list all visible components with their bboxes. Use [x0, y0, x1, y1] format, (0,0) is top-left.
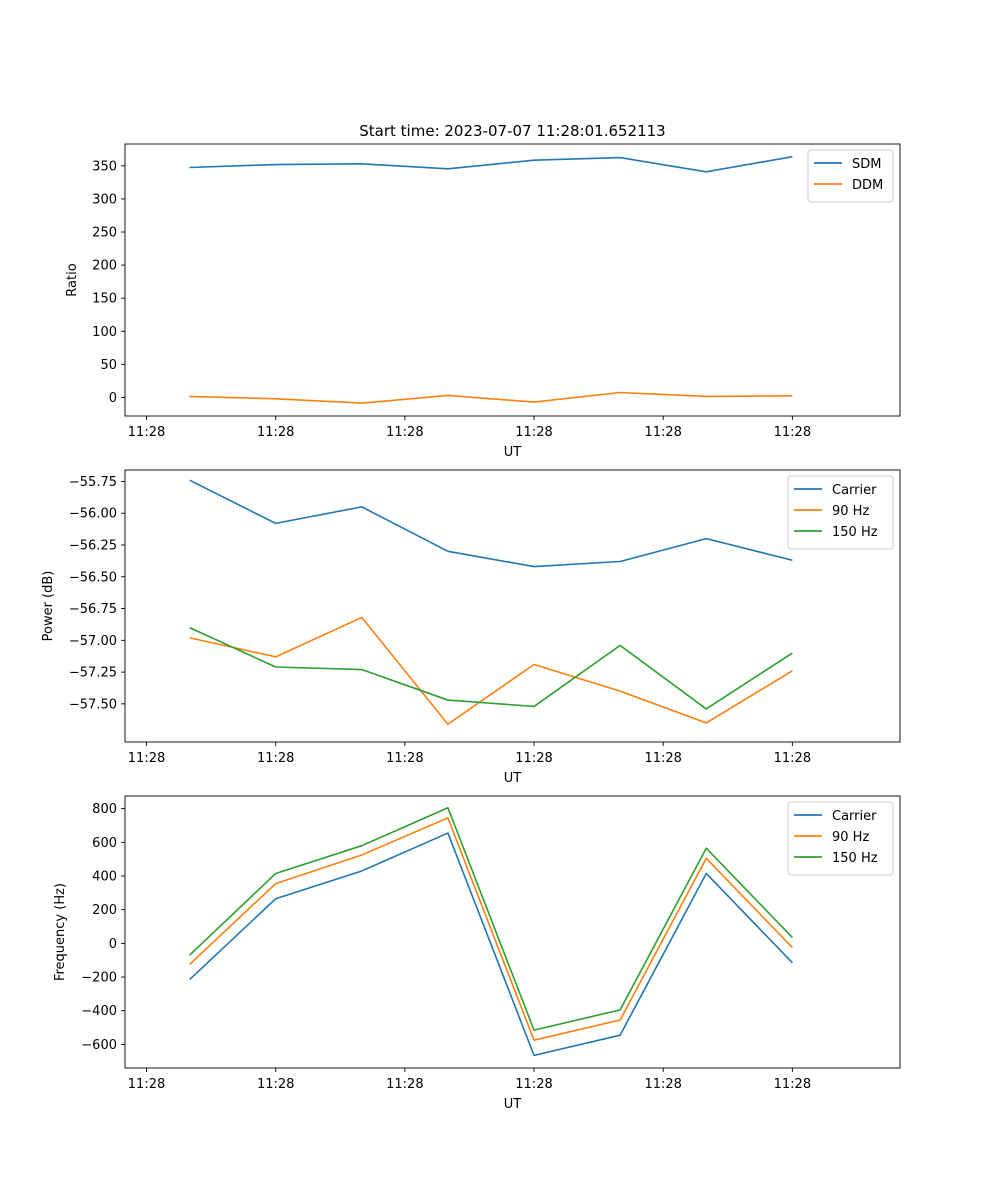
x-tick-label: 11:28	[515, 1077, 552, 1092]
y-tick-label: −56.75	[69, 602, 117, 617]
legend: SDM DDM	[807, 149, 894, 203]
axes-layer: 11:28 11:28 11:28 11:28 11:28 11:28 0 50 100 150 2…	[41, 143, 901, 1112]
axes-frame	[124, 143, 901, 417]
y-tick-label: 200	[92, 903, 117, 918]
x-tick-label: 11:28	[257, 425, 294, 440]
x-axis-label: UT	[504, 1097, 522, 1112]
y-tick-label: −55.75	[69, 475, 117, 490]
x-tick-label: 11:28	[644, 751, 681, 766]
y-tick-label: 400	[92, 870, 117, 885]
y-tick-label: −57.25	[69, 666, 117, 681]
y-tick-label: −56.00	[69, 507, 117, 522]
x-tick-label: 11:28	[644, 425, 681, 440]
axes-1: 11:28 11:28 11:28 11:28 11:28 11:28 0 50 100 150 2…	[65, 143, 901, 460]
x-tick-label: 11:28	[515, 751, 552, 766]
legend-label: 150 Hz	[832, 525, 878, 540]
axes-frame	[124, 795, 901, 1069]
legend-label: Carrier	[832, 483, 877, 498]
y-tick-label: −600	[81, 1038, 117, 1053]
series-line-sdm	[189, 155, 793, 173]
x-tick-label: 11:28	[386, 751, 423, 766]
x-tick-label: 11:28	[128, 751, 165, 766]
x-tick-label: 11:28	[128, 425, 165, 440]
x-tick-label: 11:28	[774, 751, 811, 766]
y-tick-label: −57.50	[69, 697, 117, 712]
legend-label: 90 Hz	[832, 504, 869, 519]
x-tick-label: 11:28	[515, 425, 552, 440]
legend-label: 90 Hz	[832, 830, 869, 845]
y-tick-label: −200	[81, 971, 117, 986]
series-line-carrier	[189, 832, 793, 1057]
axes-3: 11:28 11:28 11:28 11:28 11:28 11:28 −600 −400 −2…	[53, 795, 901, 1112]
x-tick-label: 11:28	[128, 1077, 165, 1092]
x-axis-label: UT	[504, 771, 522, 786]
x-tick-label: 11:28	[386, 1077, 423, 1092]
y-tick-label: 50	[100, 358, 117, 373]
x-tick-label: 11:28	[644, 1077, 681, 1092]
y-tick-label: 200	[92, 259, 117, 274]
y-axis-label: Ratio	[65, 263, 80, 296]
x-tick-label: 11:28	[386, 425, 423, 440]
series-line-150-hz	[189, 806, 793, 1031]
series-line-carrier	[189, 479, 793, 568]
y-tick-label: 350	[92, 159, 117, 174]
y-tick-label: −56.50	[69, 570, 117, 585]
series-line-90-hz	[189, 817, 793, 1042]
axes-2: 11:28 11:28 11:28 11:28 11:28 11:28 −57.50 −57.…	[41, 469, 901, 786]
x-tick-label: 11:28	[257, 751, 294, 766]
y-tick-label: −57.00	[69, 634, 117, 649]
y-tick-label: 600	[92, 836, 117, 851]
y-tick-label: 150	[92, 292, 117, 307]
y-tick-label: 0	[109, 391, 117, 406]
x-axis-label: UT	[504, 445, 522, 460]
y-tick-label: 250	[92, 226, 117, 241]
legend-label: SDM	[852, 157, 881, 172]
legend-label: DDM	[852, 178, 883, 193]
legend: Carrier 90 Hz 150 Hz	[787, 475, 894, 550]
y-axis-label: Power (dB)	[41, 571, 56, 642]
figure-title: Start time: 2023-07-07 11:28:01.652113	[359, 122, 665, 140]
axes-frame	[124, 469, 901, 743]
y-tick-label: 100	[92, 325, 117, 340]
y-tick-label: −56.25	[69, 538, 117, 553]
legend: Carrier 90 Hz 150 Hz	[787, 801, 894, 876]
x-tick-label: 11:28	[774, 1077, 811, 1092]
x-tick-label: 11:28	[774, 425, 811, 440]
legend-label: 150 Hz	[832, 851, 878, 866]
y-tick-label: 800	[92, 802, 117, 817]
series-line-ddm	[189, 391, 793, 404]
x-tick-label: 11:28	[257, 1077, 294, 1092]
legend-label: Carrier	[832, 809, 877, 824]
y-tick-label: 300	[92, 192, 117, 207]
y-axis-label: Frequency (Hz)	[53, 883, 68, 981]
y-tick-label: −400	[81, 1004, 117, 1019]
y-tick-label: 0	[109, 937, 117, 952]
series-line-90-hz	[189, 616, 793, 726]
series-line-150-hz	[189, 626, 793, 710]
